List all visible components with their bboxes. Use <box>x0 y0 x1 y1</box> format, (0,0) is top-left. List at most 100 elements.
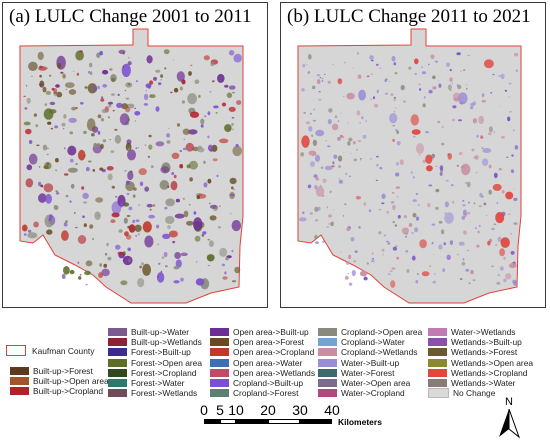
change-patch <box>204 115 207 118</box>
change-patch <box>329 191 332 193</box>
change-patch <box>414 58 419 65</box>
change-patch <box>442 268 446 273</box>
change-patch <box>513 188 515 190</box>
change-patch <box>142 263 152 276</box>
change-patch <box>222 276 228 280</box>
legend-column-3: Open area->Built-up Open area->Forest Open… <box>210 327 315 398</box>
scale-segment <box>300 419 332 424</box>
change-patch <box>157 243 160 245</box>
legend-swatch <box>210 389 229 398</box>
change-patch <box>97 85 100 90</box>
change-patch <box>109 138 111 141</box>
change-patch <box>48 217 52 222</box>
scale-tick-label: 0 <box>200 402 208 418</box>
change-patch <box>508 82 512 85</box>
change-patch <box>350 153 352 155</box>
change-patch <box>500 237 510 249</box>
legend-label: Built-up->Forest <box>33 366 93 377</box>
change-patch <box>216 174 219 178</box>
change-patch <box>122 255 133 266</box>
change-patch <box>319 76 321 79</box>
legend-label: Wetlands->Water <box>451 378 516 389</box>
change-patch <box>174 252 181 259</box>
change-patch <box>499 248 505 257</box>
change-patch <box>200 118 205 125</box>
change-patch <box>444 201 449 208</box>
map-panel-2011-2021: (b) LULC Change 2011 to 2021 <box>280 2 546 308</box>
change-patch <box>340 134 343 138</box>
change-patch <box>327 80 331 84</box>
legend-swatch <box>210 348 229 357</box>
change-patch <box>158 262 161 265</box>
change-patch <box>211 80 215 83</box>
change-patch <box>385 92 388 95</box>
change-patch <box>128 206 133 211</box>
legend-swatch <box>428 368 447 377</box>
change-patch <box>232 85 235 88</box>
change-patch <box>127 247 131 252</box>
change-patch <box>117 93 120 97</box>
change-patch <box>224 84 229 88</box>
change-patch <box>510 169 515 174</box>
scale-tick-label: 5 <box>216 402 224 418</box>
scale-segment <box>204 419 220 424</box>
legend-label: Water->Cropland <box>341 388 405 399</box>
change-patch <box>483 202 487 206</box>
change-patch <box>458 119 462 122</box>
change-patch <box>134 224 142 232</box>
change-patch <box>160 270 163 273</box>
change-patch <box>427 203 431 208</box>
change-patch <box>212 158 218 162</box>
change-patch <box>61 122 66 127</box>
legend-label: Built-up->Wetlands <box>131 337 202 348</box>
scale-tick-label: 40 <box>324 402 340 418</box>
change-patch <box>363 202 367 206</box>
change-patch <box>26 164 33 171</box>
change-patch <box>141 262 144 266</box>
change-patch <box>132 194 136 198</box>
change-patch <box>122 65 125 68</box>
change-patch <box>190 64 193 67</box>
change-patch <box>53 205 56 207</box>
legend-item: Water->Wetlands <box>428 327 533 337</box>
change-patch <box>468 282 471 285</box>
legend-item: Cropland->Water <box>318 337 422 347</box>
change-patch <box>378 208 382 211</box>
change-patch <box>307 72 309 74</box>
change-patch <box>472 118 477 124</box>
change-patch <box>196 195 201 200</box>
change-patch <box>452 105 457 109</box>
change-patch <box>194 235 201 242</box>
change-patch <box>393 110 396 113</box>
change-patch <box>376 63 379 66</box>
change-patch <box>496 281 501 285</box>
legend-label: Cropland->Wetlands <box>341 347 418 358</box>
change-patch <box>173 59 175 61</box>
change-patch <box>77 235 87 244</box>
change-patch <box>370 73 373 75</box>
change-patch <box>425 131 429 134</box>
change-patch <box>472 279 476 282</box>
change-patch <box>438 80 440 82</box>
change-patch <box>145 90 148 92</box>
change-patch <box>76 72 80 76</box>
change-patch <box>495 244 498 246</box>
change-patch <box>501 189 505 194</box>
change-patch <box>160 74 164 78</box>
change-patch <box>69 131 73 135</box>
change-patch <box>67 145 77 156</box>
change-patch <box>463 230 467 235</box>
change-patch <box>432 75 436 80</box>
change-patch <box>314 154 321 162</box>
change-patch <box>492 183 502 191</box>
change-patch <box>476 134 479 138</box>
change-patch <box>28 61 38 71</box>
change-patch <box>207 111 211 116</box>
change-patch <box>412 176 415 179</box>
change-patch <box>160 166 170 174</box>
change-patch <box>128 224 136 233</box>
legend-item: Built-up->Open area <box>10 376 109 386</box>
change-patch <box>172 240 176 244</box>
change-patch <box>233 53 242 63</box>
change-patch <box>435 165 438 168</box>
